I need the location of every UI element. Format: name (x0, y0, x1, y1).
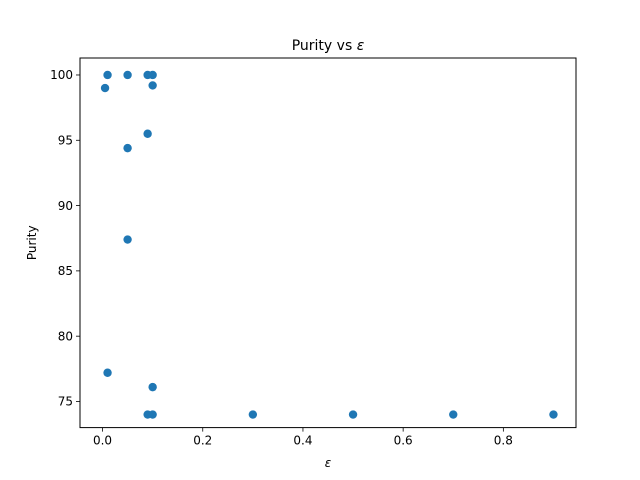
x-tick-label: 0.6 (394, 434, 413, 448)
data-point (100, 83, 110, 93)
data-point (549, 410, 558, 419)
y-tick-label: 95 (58, 133, 73, 147)
plot-frame (79, 57, 577, 429)
data-point (248, 410, 258, 419)
x-tick-label: 0.4 (293, 434, 312, 448)
x-axis-label: ε (325, 456, 332, 470)
data-point (143, 129, 152, 138)
data-point (148, 81, 157, 90)
x-axis-ticks: 0.0 0.2 0.4 0.6 0.8 (93, 427, 513, 448)
y-tick-label: 75 (58, 395, 73, 409)
data-point (103, 368, 112, 377)
y-tick-label: 90 (58, 199, 73, 213)
y-tick-label: 85 (58, 264, 73, 278)
y-tick-label: 80 (58, 329, 73, 343)
x-tick-label: 0.0 (93, 434, 112, 448)
data-point (148, 382, 157, 392)
data-point (449, 410, 458, 419)
data-point (148, 410, 157, 419)
data-point (123, 70, 132, 80)
data-point (148, 70, 157, 80)
data-point (123, 143, 132, 153)
data-point (348, 410, 358, 419)
x-tick-label: 0.8 (494, 434, 513, 448)
y-axis-label: Purity (25, 225, 39, 260)
y-axis-ticks: 75 80 85 90 95 100 (50, 68, 80, 409)
x-tick-label: 0.2 (193, 434, 212, 448)
data-points (100, 70, 558, 419)
y-tick-label: 100 (50, 68, 73, 82)
data-point (123, 235, 132, 244)
data-point (103, 70, 112, 80)
chart-title: Purity vs ε (292, 38, 365, 54)
